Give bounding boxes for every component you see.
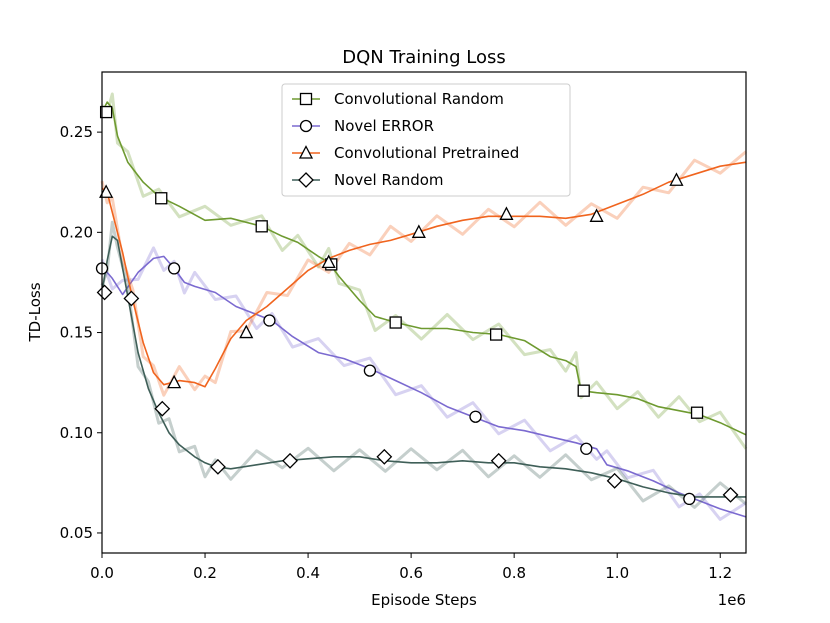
legend-box	[281, 83, 571, 197]
series-markers-novel-error	[95, 262, 696, 506]
x-tick-label: 1.0	[605, 564, 629, 582]
series-markers-novel-random	[96, 284, 739, 503]
series-raw-line-novel-random	[100, 220, 747, 509]
x-axis-offset-label: 1e6	[718, 591, 746, 609]
legend-marker-circle	[299, 119, 313, 133]
legend-label: Convolutional Random	[334, 90, 504, 108]
x-tick-label: 0.8	[502, 564, 526, 582]
legend-entry-novel-error: Novel ERROR	[292, 117, 434, 135]
x-tick-label: 0.2	[193, 564, 217, 582]
data-point-novel-random	[722, 486, 739, 503]
y-tick-label: 0.05	[60, 524, 93, 542]
data-point-convolutional-pretrained	[411, 224, 426, 238]
data-point-convolutional-random	[489, 328, 503, 341]
data-point-novel-random	[123, 290, 140, 307]
legend-label: Novel ERROR	[334, 117, 434, 135]
series-line-novel-random	[101, 235, 746, 498]
data-point-convolutional-random	[155, 192, 168, 205]
series-novel-random	[100, 220, 747, 509]
data-point-novel-random	[490, 452, 507, 469]
data-point-novel-random	[282, 452, 298, 469]
data-point-convolutional-pretrained	[589, 208, 604, 222]
data-point-convolutional-random	[389, 316, 402, 329]
legend-marker-square	[299, 92, 313, 106]
x-tick-label: 1.2	[708, 564, 732, 582]
data-point-novel-random	[210, 458, 226, 475]
y-tick-label: 0.10	[60, 424, 93, 442]
data-point-novel-error	[580, 442, 593, 455]
x-tick-label: 0.4	[296, 564, 320, 582]
x-tick-label: 0.6	[399, 564, 423, 582]
legend-marker-triangle	[298, 145, 314, 159]
data-point-novel-random	[376, 448, 393, 465]
data-point-novel-error	[363, 364, 377, 377]
series-markers-convolutional-pretrained	[99, 172, 684, 389]
legend-entry-convolutional-random: Convolutional Random	[292, 90, 504, 108]
chart-title: DQN Training Loss	[342, 47, 505, 68]
plot-frame	[101, 71, 747, 554]
data-point-novel-error	[683, 492, 696, 506]
y-tick-label: 0.20	[60, 223, 93, 241]
data-point-novel-error	[263, 314, 276, 327]
legend-label: Convolutional Pretrained	[334, 144, 519, 162]
data-point-convolutional-pretrained	[669, 172, 684, 186]
y-tick-label: 0.15	[60, 324, 93, 342]
data-point-novel-random	[606, 472, 623, 489]
axes: 0.0 0.2 0.4 0.6 0.8 1.0 1.2 0.05 0.10 0.15 0.20 0.2…	[60, 123, 733, 582]
data-point-convolutional-pretrained	[239, 324, 254, 339]
legend-label: Novel Random	[334, 171, 444, 189]
data-point-convolutional-random	[99, 105, 113, 119]
data-point-convolutional-pretrained	[99, 184, 114, 198]
x-axis-label: Episode Steps	[371, 591, 477, 609]
data-point-convolutional-pretrained	[321, 254, 336, 269]
legend-entry-novel-random: Novel Random	[292, 171, 444, 189]
y-tick-label: 0.25	[60, 123, 93, 141]
data-point-convolutional-random	[255, 220, 268, 233]
legend-entry-convolutional-pretrained: Convolutional Pretrained	[292, 144, 519, 162]
plot-area	[95, 92, 748, 521]
legend-marker-diamond	[298, 172, 314, 188]
legend: Convolutional Random Novel ERROR Convoluti…	[281, 83, 571, 197]
data-point-novel-random	[96, 284, 113, 301]
data-point-convolutional-pretrained	[167, 374, 182, 389]
x-tick-label: 0.0	[90, 564, 114, 582]
data-point-novel-random	[154, 400, 171, 417]
series-raw-line-convolutional-random	[100, 92, 748, 450]
y-axis-label: TD-Loss	[26, 282, 44, 342]
data-point-convolutional-random	[690, 406, 704, 419]
data-point-convolutional-pretrained	[499, 206, 514, 220]
data-point-convolutional-random	[577, 384, 590, 397]
data-point-novel-error	[469, 410, 482, 423]
data-point-novel-error	[167, 262, 181, 275]
